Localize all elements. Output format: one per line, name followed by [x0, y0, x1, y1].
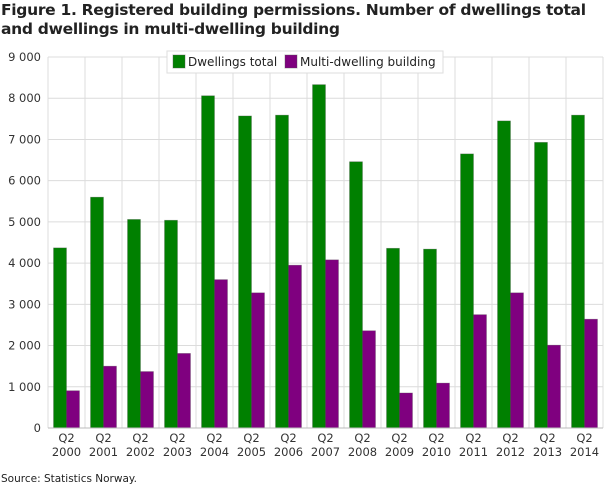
bar-dwellings-total-2001 [90, 196, 104, 429]
x-tick-quarter: Q2 [206, 431, 222, 445]
x-tick-quarter: Q2 [391, 431, 407, 445]
x-tick-quarter: Q2 [243, 431, 259, 445]
bar-dwellings-total-2009 [386, 247, 400, 429]
bar-multi-dwelling-2010 [436, 382, 450, 429]
x-tick-quarter: Q2 [132, 431, 148, 445]
legend-label-dwellings-total: Dwellings total [188, 55, 277, 69]
y-tick-label: 8 000 [8, 91, 41, 105]
bar-multi-dwelling-2012 [510, 292, 524, 429]
x-tick-year: 2006 [274, 445, 303, 459]
x-tick-year: 2012 [496, 445, 525, 459]
x-tick-year: 2008 [348, 445, 377, 459]
x-tick-quarter: Q2 [502, 431, 518, 445]
bar-dwellings-total-2003 [164, 219, 178, 429]
y-tick-label: 6 000 [8, 174, 41, 188]
legend-label-multi-dwelling: Multi-dwelling building [300, 55, 436, 69]
bar-dwellings-total-2010 [423, 248, 437, 429]
x-tick-quarter: Q2 [576, 431, 592, 445]
bar-multi-dwelling-2011 [473, 314, 487, 429]
bar-dwellings-total-2007 [312, 84, 326, 429]
x-tick-year: 2001 [89, 445, 118, 459]
chart-title: Figure 1. Registered building permission… [1, 1, 586, 38]
y-tick-label: 0 [34, 421, 41, 435]
x-tick-quarter: Q2 [280, 431, 296, 445]
bar-multi-dwelling-2006 [288, 264, 302, 429]
bar-multi-dwelling-2008 [362, 330, 376, 429]
bar-dwellings-total-2006 [275, 114, 289, 429]
x-tick-year: 2004 [200, 445, 229, 459]
y-tick-label: 5 000 [8, 215, 41, 229]
x-tick-year: 2010 [422, 445, 451, 459]
bar-multi-dwelling-2007 [325, 259, 339, 429]
x-tick-year: 2007 [311, 445, 340, 459]
y-tick-label: 4 000 [8, 256, 41, 270]
bar-dwellings-total-2000 [53, 247, 67, 429]
bar-dwellings-total-2005 [238, 115, 252, 429]
bar-dwellings-total-2004 [201, 95, 215, 429]
x-tick-year: 2009 [385, 445, 414, 459]
legend-swatch-multi-dwelling [284, 54, 298, 69]
bar-dwellings-total-2008 [349, 161, 363, 429]
bar-dwellings-total-2002 [127, 219, 141, 429]
bar-multi-dwelling-2003 [177, 353, 191, 429]
x-tick-year: 2000 [52, 445, 81, 459]
bar-multi-dwelling-2000 [66, 390, 80, 429]
legend-box [166, 50, 444, 74]
x-tick-quarter: Q2 [169, 431, 185, 445]
bar-multi-dwelling-2001 [103, 365, 117, 429]
legend-swatch-dwellings-total [172, 54, 186, 69]
bar-multi-dwelling-2013 [547, 344, 561, 429]
x-tick-year: 2014 [570, 445, 599, 459]
x-tick-quarter: Q2 [354, 431, 370, 445]
x-tick-year: 2003 [163, 445, 192, 459]
y-tick-label: 2 000 [8, 339, 41, 353]
bar-multi-dwelling-2014 [584, 318, 598, 429]
x-tick-quarter: Q2 [539, 431, 555, 445]
x-tick-quarter: Q2 [58, 431, 74, 445]
bar-dwellings-total-2014 [571, 114, 585, 429]
x-tick-quarter: Q2 [428, 431, 444, 445]
bar-multi-dwelling-2005 [251, 292, 265, 429]
bar-multi-dwelling-2004 [214, 279, 228, 429]
x-tick-quarter: Q2 [95, 431, 111, 445]
x-tick-quarter: Q2 [317, 431, 333, 445]
y-tick-label: 7 000 [8, 132, 41, 146]
bar-dwellings-total-2013 [534, 141, 548, 429]
x-tick-year: 2011 [459, 445, 488, 459]
x-tick-quarter: Q2 [465, 431, 481, 445]
y-tick-label: 3 000 [8, 297, 41, 311]
source-note: Source: Statistics Norway. [1, 473, 137, 485]
x-tick-year: 2013 [533, 445, 562, 459]
bar-dwellings-total-2012 [497, 120, 511, 429]
bar-multi-dwelling-2002 [140, 371, 154, 429]
x-tick-year: 2002 [126, 445, 155, 459]
bar-multi-dwelling-2009 [399, 392, 413, 429]
y-tick-label: 1 000 [8, 380, 41, 394]
bar-dwellings-total-2011 [460, 153, 474, 429]
x-tick-year: 2005 [237, 445, 266, 459]
y-tick-label: 9 000 [8, 50, 41, 64]
